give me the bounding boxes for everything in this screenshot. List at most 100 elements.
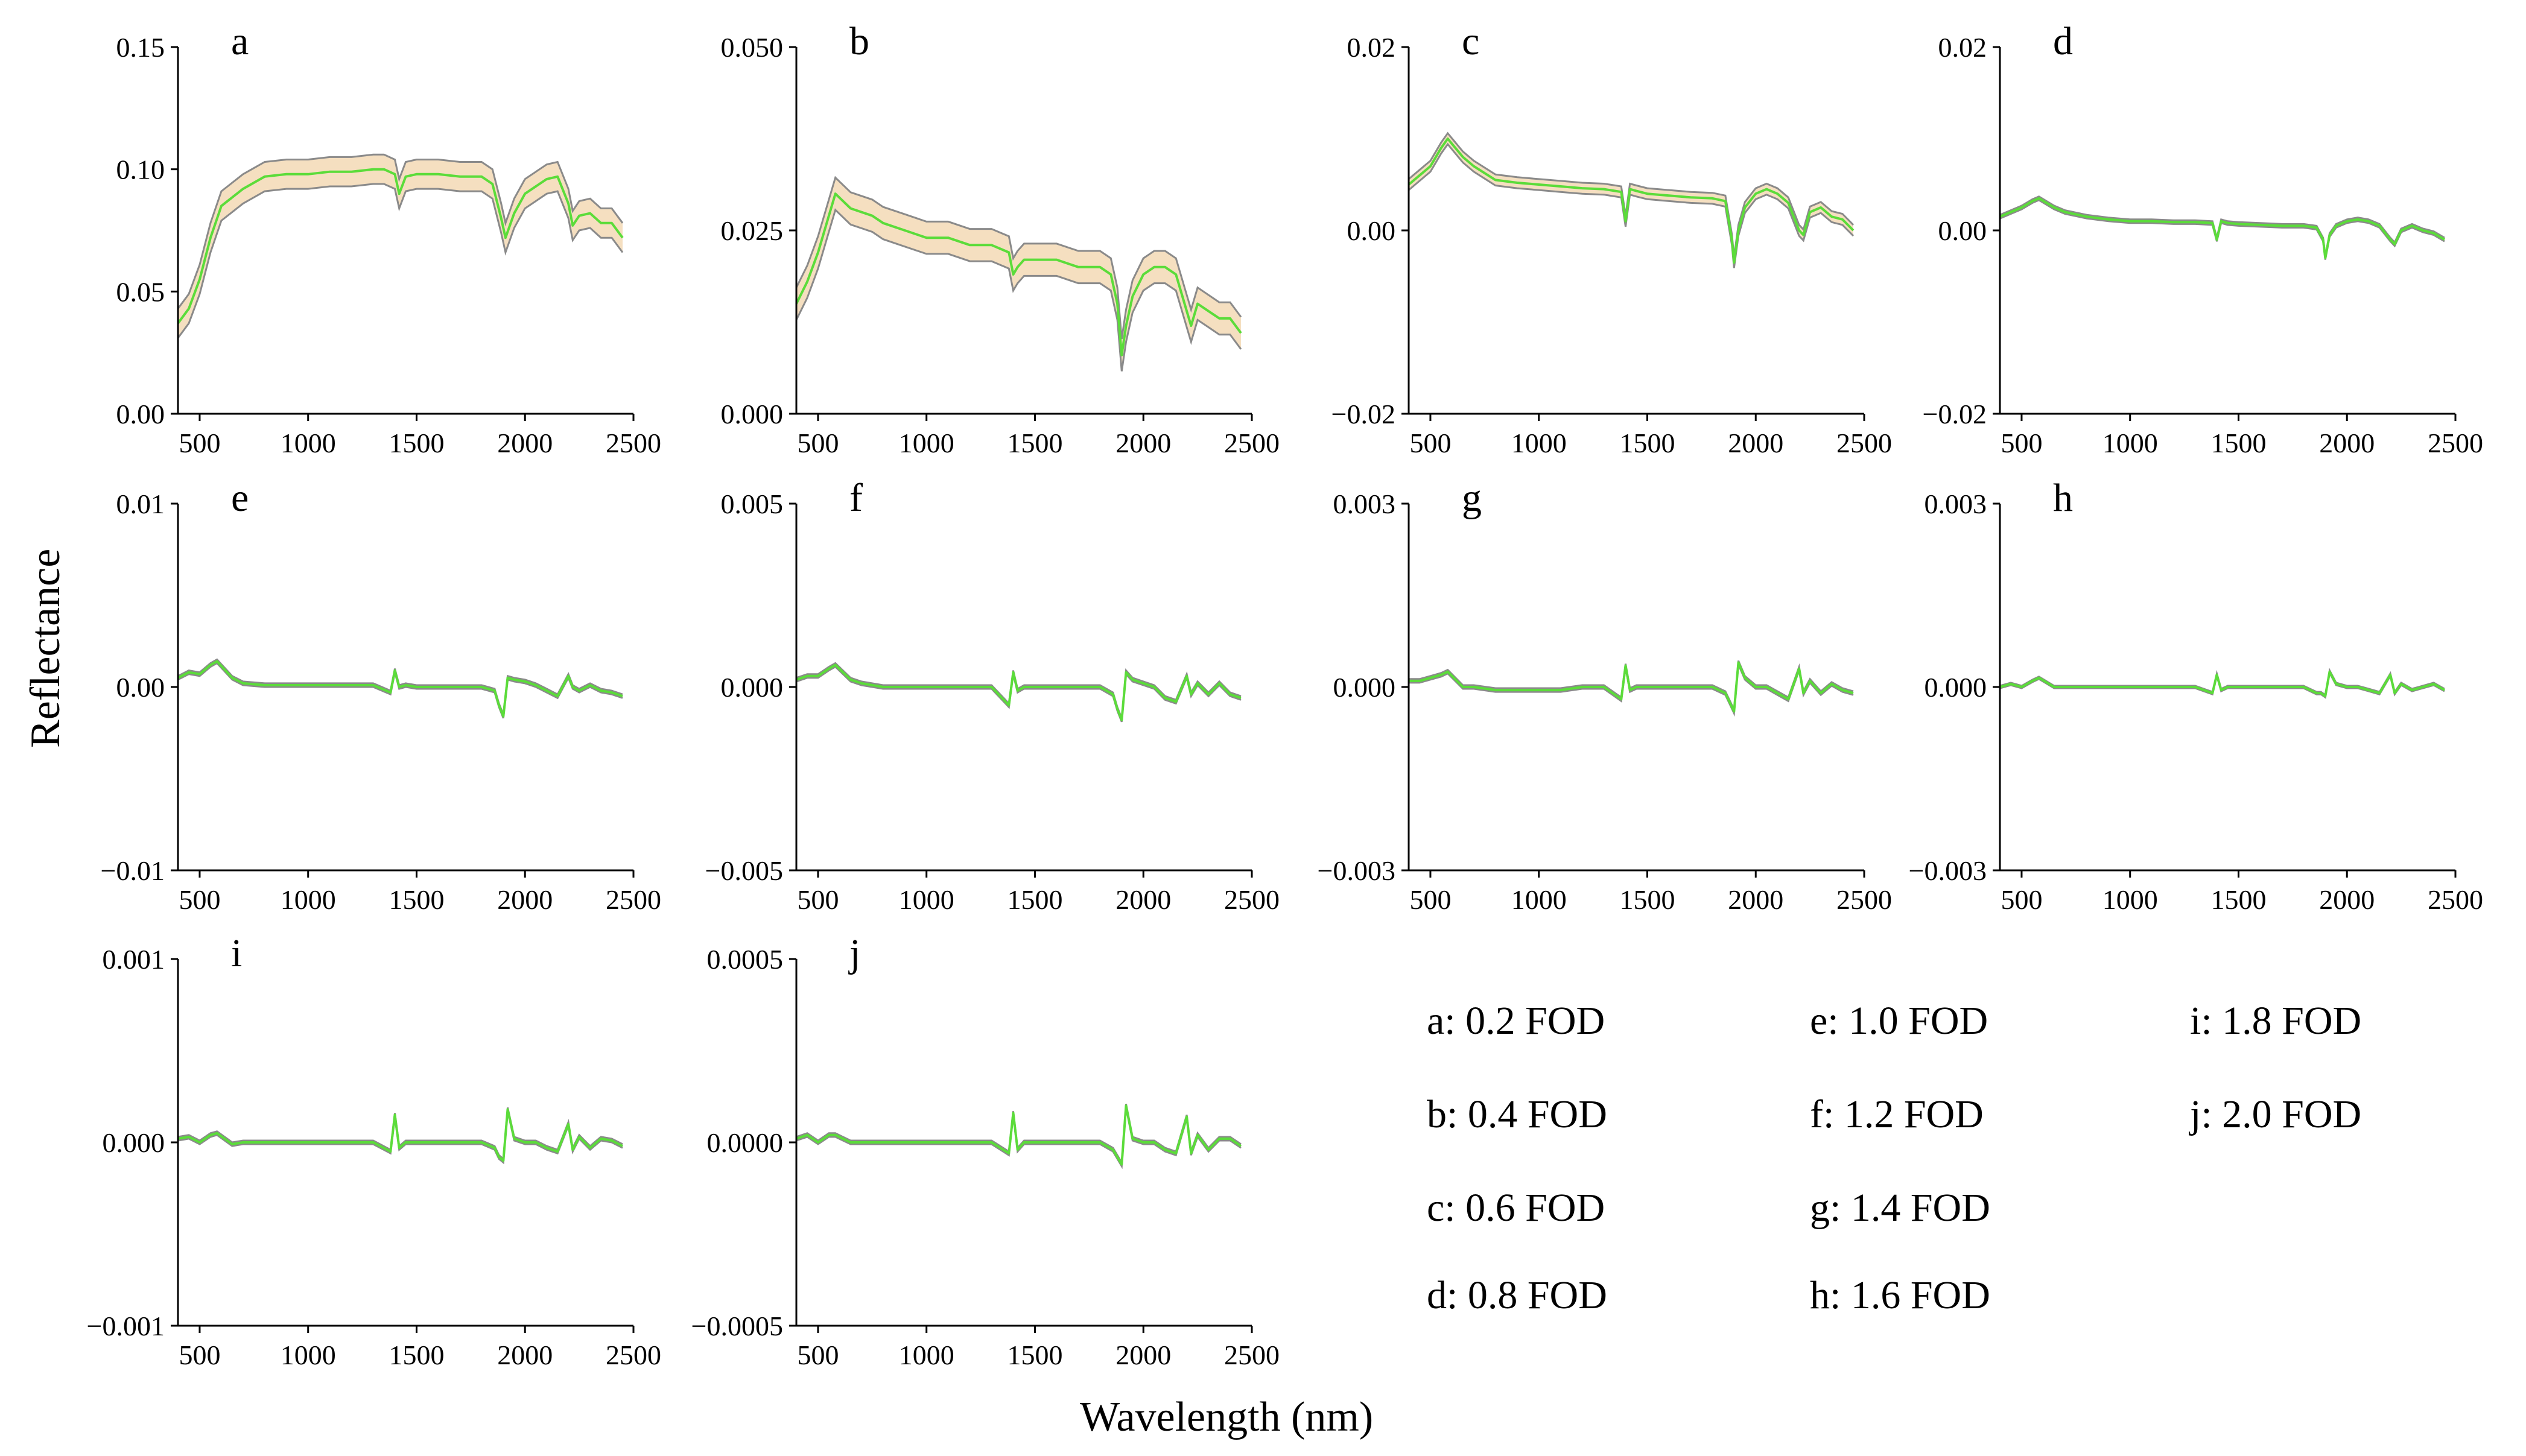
- x-tick-label-h-500: 500: [2001, 884, 2042, 915]
- x-tick-label-j-1500: 1500: [1007, 1340, 1062, 1370]
- series-line-a: [177, 168, 624, 324]
- x-tick-label-b-1000: 1000: [899, 428, 954, 458]
- y-tick-label-i-1: 0.000: [103, 1127, 165, 1158]
- legend-item-e: e: 1.0 FOD: [1810, 999, 1988, 1043]
- legend-item-a: a: 0.2 FOD: [1427, 999, 1605, 1043]
- y-tick-label-f-2: 0.005: [721, 489, 784, 519]
- panel-e: 500 1000 1500 2000 2500 −0.01 0.00 0.01 e: [101, 476, 661, 915]
- x-tick-label-d-2500: 2500: [2428, 428, 2483, 458]
- band-lower-f: [796, 665, 1242, 723]
- legend-item-g: g: 1.4 FOD: [1810, 1186, 1990, 1230]
- series-line-g: [1409, 661, 1854, 713]
- y-tick-label-b-1: 0.025: [721, 215, 784, 246]
- band-upper-b: [795, 176, 1242, 340]
- y-tick-label-b-2: 0.050: [721, 32, 784, 63]
- panel-letter-d: d: [2053, 19, 2073, 63]
- y-tick-label-j-1: 0.0000: [707, 1127, 784, 1158]
- panel-h: 500 1000 1500 2000 2500 −0.003 0.000 0.003 h: [1909, 476, 2483, 915]
- band-lower-a: [177, 183, 624, 339]
- x-tick-label-i-500: 500: [179, 1340, 220, 1370]
- y-tick-label-c-2: 0.02: [1347, 32, 1396, 63]
- band-lower-e: [177, 662, 623, 719]
- x-tick-label-b-2500: 2500: [1224, 428, 1280, 458]
- x-tick-label-i-2500: 2500: [606, 1340, 661, 1370]
- x-tick-label-e-2500: 2500: [606, 884, 661, 915]
- y-tick-label-a-3: 0.15: [116, 32, 165, 63]
- x-tick-label-f-2000: 2000: [1115, 884, 1171, 915]
- x-tick-label-g-2000: 2000: [1728, 884, 1783, 915]
- band-lower-c: [1408, 142, 1855, 268]
- series-line-e: [177, 660, 623, 718]
- panel-d: 500 1000 1500 2000 2500 −0.02 0.00 0.02 d: [1923, 19, 2483, 458]
- band-upper-f: [796, 662, 1242, 719]
- series-line-c: [1407, 138, 1855, 264]
- band-upper-i: [177, 1107, 623, 1161]
- x-tick-label-h-1000: 1000: [2102, 884, 2158, 915]
- band-upper-j: [796, 1103, 1242, 1166]
- y-tick-label-j-0: −0.0005: [691, 1311, 783, 1341]
- x-tick-label-f-2500: 2500: [1224, 884, 1280, 915]
- x-tick-label-i-2000: 2000: [497, 1340, 553, 1370]
- y-tick-label-d-2: 0.02: [1938, 32, 1987, 63]
- panel-c: 500 1000 1500 2000 2500 −0.02 0.00 0.02 c: [1331, 19, 1892, 458]
- x-tick-label-b-2000: 2000: [1115, 428, 1171, 458]
- x-tick-label-b-500: 500: [797, 428, 839, 458]
- x-tick-label-d-1500: 1500: [2210, 428, 2266, 458]
- panel-letter-j: j: [848, 931, 860, 975]
- x-tick-label-j-500: 500: [797, 1340, 839, 1370]
- x-tick-label-b-1500: 1500: [1007, 428, 1062, 458]
- y-tick-label-b-0: 0.000: [721, 399, 784, 429]
- panel-letter-g: g: [1462, 476, 1482, 520]
- x-tick-label-c-2500: 2500: [1836, 428, 1892, 458]
- x-tick-label-f-500: 500: [797, 884, 839, 915]
- band-upper-g: [1409, 660, 1854, 714]
- x-axis-label: Wavelength (nm): [1080, 1394, 1374, 1440]
- y-tick-label-i-0: −0.001: [87, 1311, 165, 1341]
- band-fill-i: [178, 1107, 623, 1163]
- y-tick-label-i-2: 0.001: [103, 944, 165, 975]
- x-tick-label-i-1000: 1000: [281, 1340, 336, 1370]
- series-line-j: [796, 1104, 1242, 1166]
- y-tick-label-e-0: −0.01: [101, 855, 165, 886]
- panel-letter-c: c: [1462, 19, 1479, 63]
- y-tick-label-f-0: −0.005: [705, 855, 783, 886]
- legend-item-h: h: 1.6 FOD: [1810, 1273, 1990, 1317]
- x-tick-label-a-2500: 2500: [606, 428, 661, 458]
- x-tick-label-d-2000: 2000: [2319, 428, 2375, 458]
- x-tick-label-a-1500: 1500: [389, 428, 444, 458]
- band-fill-j: [796, 1104, 1241, 1166]
- series-line-f: [796, 663, 1242, 721]
- x-tick-label-e-500: 500: [179, 884, 220, 915]
- panel-g: 500 1000 1500 2000 2500 −0.003 0.000 0.003 g: [1318, 476, 1892, 915]
- band-fill-d: [2000, 196, 2445, 260]
- x-tick-label-i-1500: 1500: [389, 1340, 444, 1370]
- x-tick-label-j-2000: 2000: [1115, 1340, 1171, 1370]
- y-tick-label-a-2: 0.10: [116, 154, 165, 185]
- x-tick-label-h-2000: 2000: [2319, 884, 2375, 915]
- y-axis-label: Reflectance: [22, 548, 69, 748]
- x-tick-label-c-500: 500: [1409, 428, 1451, 458]
- y-tick-label-g-2: 0.003: [1333, 489, 1396, 519]
- x-tick-label-d-500: 500: [2001, 428, 2042, 458]
- y-tick-label-a-0: 0.00: [116, 399, 165, 429]
- y-tick-label-g-1: 0.000: [1333, 672, 1396, 703]
- x-tick-label-a-1000: 1000: [281, 428, 336, 458]
- panel-letter-b: b: [849, 19, 869, 63]
- legend-item-f: f: 1.2 FOD: [1810, 1092, 1984, 1136]
- x-tick-label-c-1000: 1000: [1511, 428, 1567, 458]
- band-upper-e: [177, 658, 623, 715]
- series-line-i: [177, 1108, 623, 1162]
- x-tick-label-d-1000: 1000: [2102, 428, 2158, 458]
- x-tick-label-f-1000: 1000: [899, 884, 954, 915]
- x-tick-label-e-1500: 1500: [389, 884, 444, 915]
- y-tick-label-c-1: 0.00: [1347, 215, 1396, 246]
- x-tick-label-h-2500: 2500: [2428, 884, 2483, 915]
- panel-letter-h: h: [2053, 476, 2073, 520]
- x-tick-label-e-1000: 1000: [281, 884, 336, 915]
- panel-i: 500 1000 1500 2000 2500 −0.001 0.000 0.001 i: [87, 931, 661, 1370]
- legend-item-j: j: 2.0 FOD: [2190, 1092, 2362, 1136]
- panel-letter-f: f: [849, 476, 863, 520]
- panel-b: 500 1000 1500 2000 2500 0.000 0.025 0.050 b: [721, 19, 1280, 458]
- x-tick-label-f-1500: 1500: [1007, 884, 1062, 915]
